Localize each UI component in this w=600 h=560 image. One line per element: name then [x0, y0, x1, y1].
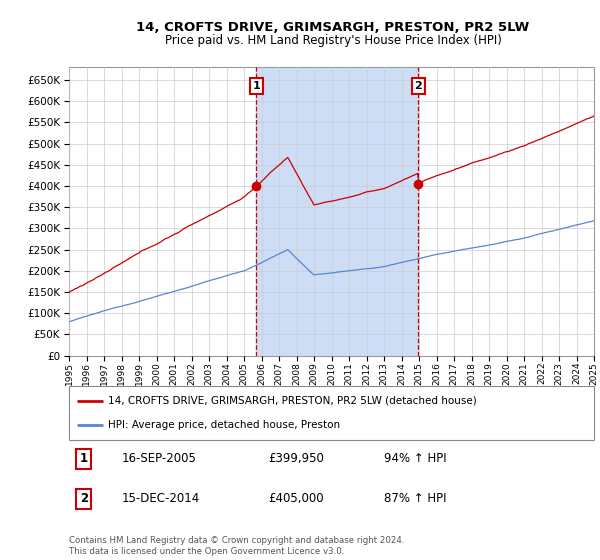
Text: 87% ↑ HPI: 87% ↑ HPI	[384, 492, 446, 505]
Text: 2: 2	[80, 492, 88, 505]
Text: 14, CROFTS DRIVE, GRIMSARGH, PRESTON, PR2 5LW (detached house): 14, CROFTS DRIVE, GRIMSARGH, PRESTON, PR…	[109, 396, 477, 406]
Text: Price paid vs. HM Land Registry's House Price Index (HPI): Price paid vs. HM Land Registry's House …	[164, 34, 502, 46]
Text: £399,950: £399,950	[269, 452, 325, 465]
FancyBboxPatch shape	[69, 386, 594, 440]
Text: 15-DEC-2014: 15-DEC-2014	[121, 492, 200, 505]
Text: £405,000: £405,000	[269, 492, 324, 505]
Text: 16-SEP-2005: 16-SEP-2005	[121, 452, 196, 465]
Text: 1: 1	[253, 81, 260, 91]
Bar	[256, 67, 418, 356]
Text: 14, CROFTS DRIVE, GRIMSARGH, PRESTON, PR2 5LW: 14, CROFTS DRIVE, GRIMSARGH, PRESTON, PR…	[136, 21, 530, 34]
Text: 2: 2	[415, 81, 422, 91]
Text: 94% ↑ HPI: 94% ↑ HPI	[384, 452, 446, 465]
Text: 1: 1	[80, 452, 88, 465]
Text: HPI: Average price, detached house, Preston: HPI: Average price, detached house, Pres…	[109, 420, 341, 430]
Text: Contains HM Land Registry data © Crown copyright and database right 2024.
This d: Contains HM Land Registry data © Crown c…	[69, 536, 404, 556]
